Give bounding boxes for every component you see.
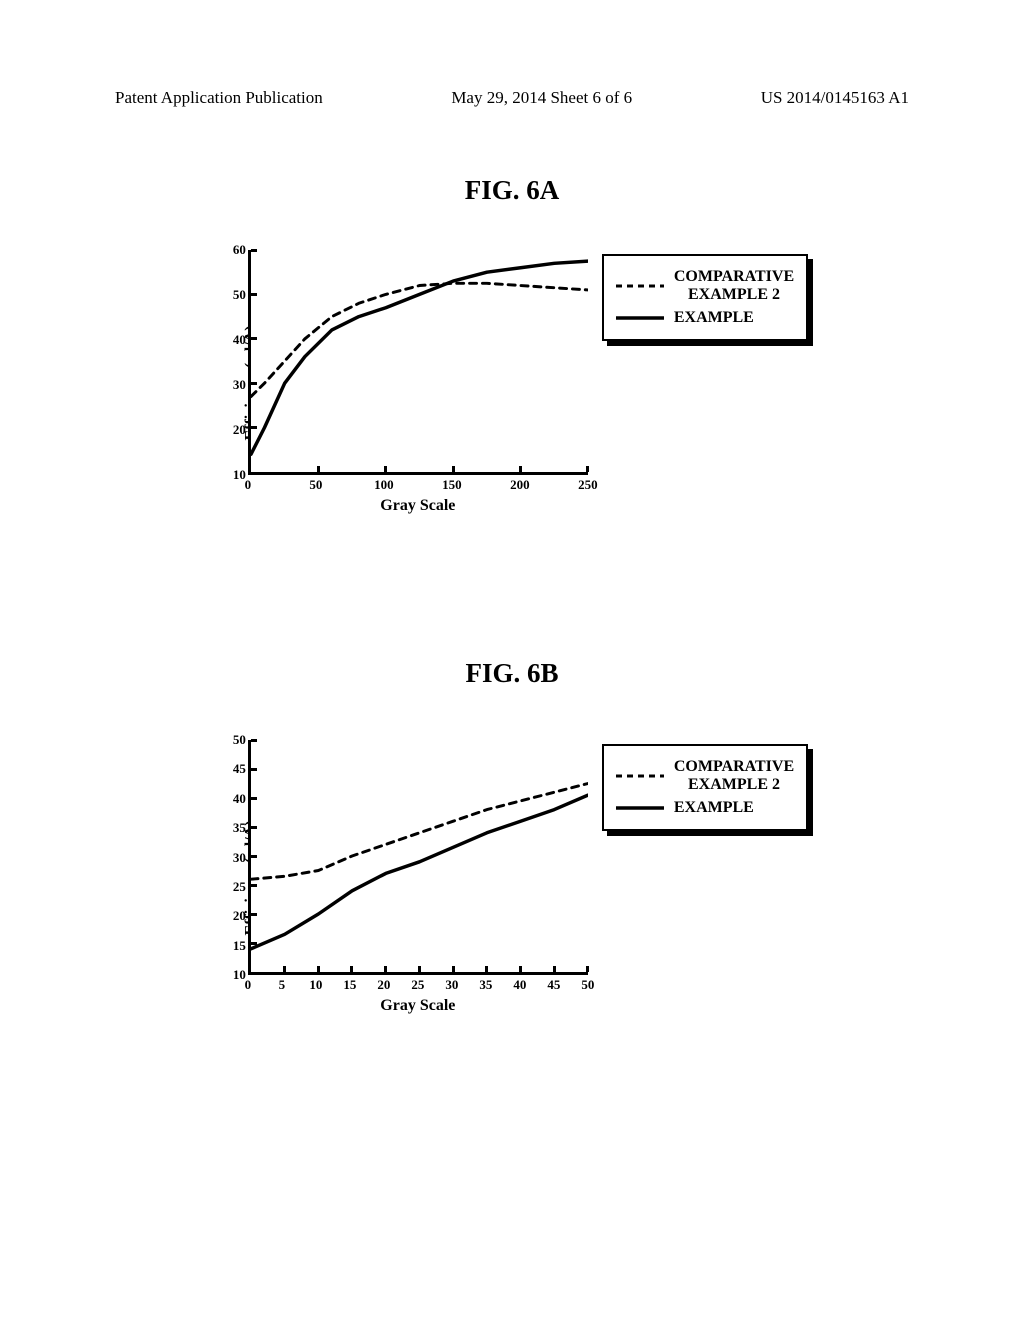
- legend-item: EXAMPLE: [616, 309, 794, 327]
- xtick-label: 100: [374, 477, 394, 493]
- legend-item: COMPARATIVEEXAMPLE 2: [616, 268, 794, 305]
- legend-label: COMPARATIVEEXAMPLE 2: [674, 268, 794, 305]
- chart-6a: Efficiency (cd/A) 102030405060 050100150…: [216, 250, 588, 515]
- xtick-label: 25: [411, 977, 424, 993]
- xtick-label: 50: [581, 977, 594, 993]
- xtick-label: 200: [510, 477, 530, 493]
- legend-item: COMPARATIVEEXAMPLE 2: [616, 758, 794, 795]
- header-right: US 2014/0145163 A1: [761, 88, 909, 108]
- ytick-label: 30: [233, 850, 246, 866]
- ytick-label: 60: [233, 242, 246, 258]
- series-line: [251, 283, 588, 396]
- ytick-label: 40: [233, 791, 246, 807]
- legend-swatch: [616, 312, 664, 324]
- series-line: [251, 783, 588, 879]
- ytick-label: 30: [233, 377, 246, 393]
- legend-swatch: [616, 280, 664, 292]
- xtick-label: 250: [578, 477, 598, 493]
- xtick-label: 30: [445, 977, 458, 993]
- figure-6b-block: FIG. 6B: [0, 658, 1024, 689]
- figure-6b-row: Efficiency (cd/A) 101520253035404550 051…: [0, 740, 1024, 1015]
- chart-6b-legend: COMPARATIVEEXAMPLE 2 EXAMPLE: [602, 744, 808, 831]
- xtick-label: 0: [245, 977, 252, 993]
- legend-label: EXAMPLE: [674, 799, 754, 817]
- xtick-label: 150: [442, 477, 462, 493]
- ytick-label: 45: [233, 761, 246, 777]
- xtick-label: 35: [479, 977, 492, 993]
- ytick-label: 35: [233, 820, 246, 836]
- figure-6b-title: FIG. 6B: [0, 658, 1024, 689]
- chart-6b-plot: 101520253035404550 05101520253035404550: [216, 740, 588, 995]
- xtick-label: 10: [309, 977, 322, 993]
- legend-swatch: [616, 770, 664, 782]
- ytick-label: 20: [233, 422, 246, 438]
- xtick-label: 15: [343, 977, 356, 993]
- ytick-label: 50: [233, 732, 246, 748]
- ytick-label: 40: [233, 332, 246, 348]
- header-center: May 29, 2014 Sheet 6 of 6: [451, 88, 632, 108]
- ytick-label: 50: [233, 287, 246, 303]
- legend-label: EXAMPLE: [674, 309, 754, 327]
- ytick-label: 15: [233, 938, 246, 954]
- ytick-label: 25: [233, 879, 246, 895]
- xtick-label: 0: [245, 477, 252, 493]
- xtick-label: 50: [309, 477, 322, 493]
- xtick-label: 40: [513, 977, 526, 993]
- figure-6a-row: Efficiency (cd/A) 102030405060 050100150…: [0, 250, 1024, 515]
- series-line: [251, 261, 588, 454]
- chart-6a-xlabel: Gray Scale: [248, 497, 588, 515]
- xtick-label: 5: [279, 977, 286, 993]
- chart-6b-xlabel: Gray Scale: [248, 997, 588, 1015]
- figure-6a-title: FIG. 6A: [0, 175, 1024, 206]
- ytick-label: 20: [233, 908, 246, 924]
- legend-item: EXAMPLE: [616, 799, 794, 817]
- figure-6a-block: FIG. 6A: [0, 175, 1024, 206]
- legend-swatch: [616, 802, 664, 814]
- xtick-label: 20: [377, 977, 390, 993]
- chart-6b: Efficiency (cd/A) 101520253035404550 051…: [216, 740, 588, 1015]
- xtick-label: 45: [547, 977, 560, 993]
- chart-6a-plot: 102030405060 050100150200250: [216, 250, 588, 495]
- legend-label: COMPARATIVEEXAMPLE 2: [674, 758, 794, 795]
- header-left: Patent Application Publication: [115, 88, 323, 108]
- chart-6a-legend: COMPARATIVEEXAMPLE 2 EXAMPLE: [602, 254, 808, 341]
- page-header: Patent Application Publication May 29, 2…: [115, 88, 909, 108]
